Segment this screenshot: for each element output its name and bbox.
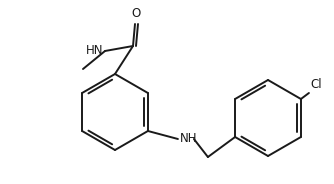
Text: HN: HN — [86, 45, 103, 57]
Text: NH: NH — [180, 132, 197, 146]
Text: O: O — [131, 7, 141, 20]
Text: Cl: Cl — [310, 78, 322, 91]
